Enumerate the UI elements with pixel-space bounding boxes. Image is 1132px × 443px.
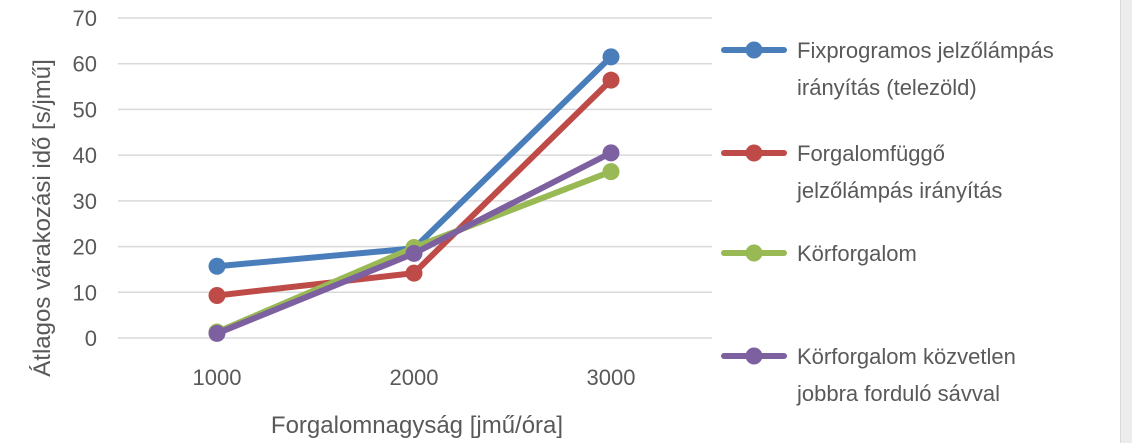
- y-tick-label: 0: [85, 326, 97, 351]
- legend-marker: [745, 347, 763, 365]
- legend-marker: [745, 244, 763, 262]
- legend-marker: [745, 41, 763, 59]
- data-point: [602, 48, 620, 66]
- data-point: [208, 286, 226, 304]
- y-tick-label: 30: [73, 189, 97, 214]
- data-point: [405, 244, 423, 262]
- x-tick-label: 1000: [193, 365, 242, 390]
- legend-marker: [745, 144, 763, 162]
- data-point: [405, 264, 423, 282]
- y-axis-tick-labels: 0 10 20 30 40 50 60 70: [73, 6, 97, 351]
- legend-label: Forgalomfüggő: [797, 141, 945, 166]
- x-axis-tick-labels: 1000 2000 3000: [193, 365, 636, 390]
- series-layer: [208, 48, 620, 342]
- y-tick-label: 10: [73, 280, 97, 305]
- series-line: [214, 53, 614, 270]
- y-tick-label: 50: [73, 97, 97, 122]
- legend-label: Körforgalom: [797, 241, 917, 266]
- data-point: [602, 163, 620, 181]
- legend: Fixprogramos jelzőlámpás irányítás (telez…: [721, 38, 1054, 406]
- series-2: [208, 71, 620, 304]
- series-4: [208, 144, 620, 342]
- x-tick-label: 2000: [390, 365, 439, 390]
- legend-entry: Körforgalom közvetlen jobbra forduló sávv…: [721, 344, 1016, 406]
- legend-label: Fixprogramos jelzőlámpás: [797, 38, 1054, 63]
- y-tick-label: 40: [73, 143, 97, 168]
- legend-entry: Forgalomfüggő jelzőlámpás irányítás: [721, 141, 1002, 203]
- legend-entry: Fixprogramos jelzőlámpás irányítás (telez…: [721, 38, 1054, 100]
- y-tick-label: 60: [73, 52, 97, 77]
- x-axis-title: Forgalomnagyság [jmű/óra]: [271, 412, 563, 439]
- legend-label: irányítás (telezöld): [797, 75, 977, 100]
- legend-entry: Körforgalom: [721, 241, 917, 266]
- data-point: [602, 144, 620, 162]
- legend-label: Körforgalom közvetlen: [797, 344, 1016, 369]
- data-point: [602, 71, 620, 89]
- legend-label: jobbra forduló sávval: [796, 381, 1000, 406]
- y-tick-label: 20: [73, 235, 97, 260]
- legend-label: jelzőlámpás irányítás: [796, 178, 1002, 203]
- window-edge: [1120, 0, 1132, 443]
- y-axis-title: Átlagos várakozási idő [s/jmű]: [29, 59, 56, 376]
- y-tick-label: 70: [73, 6, 97, 31]
- gridlines: [118, 17, 712, 339]
- x-tick-label: 3000: [587, 365, 636, 390]
- data-point: [208, 324, 226, 342]
- data-point: [208, 257, 226, 275]
